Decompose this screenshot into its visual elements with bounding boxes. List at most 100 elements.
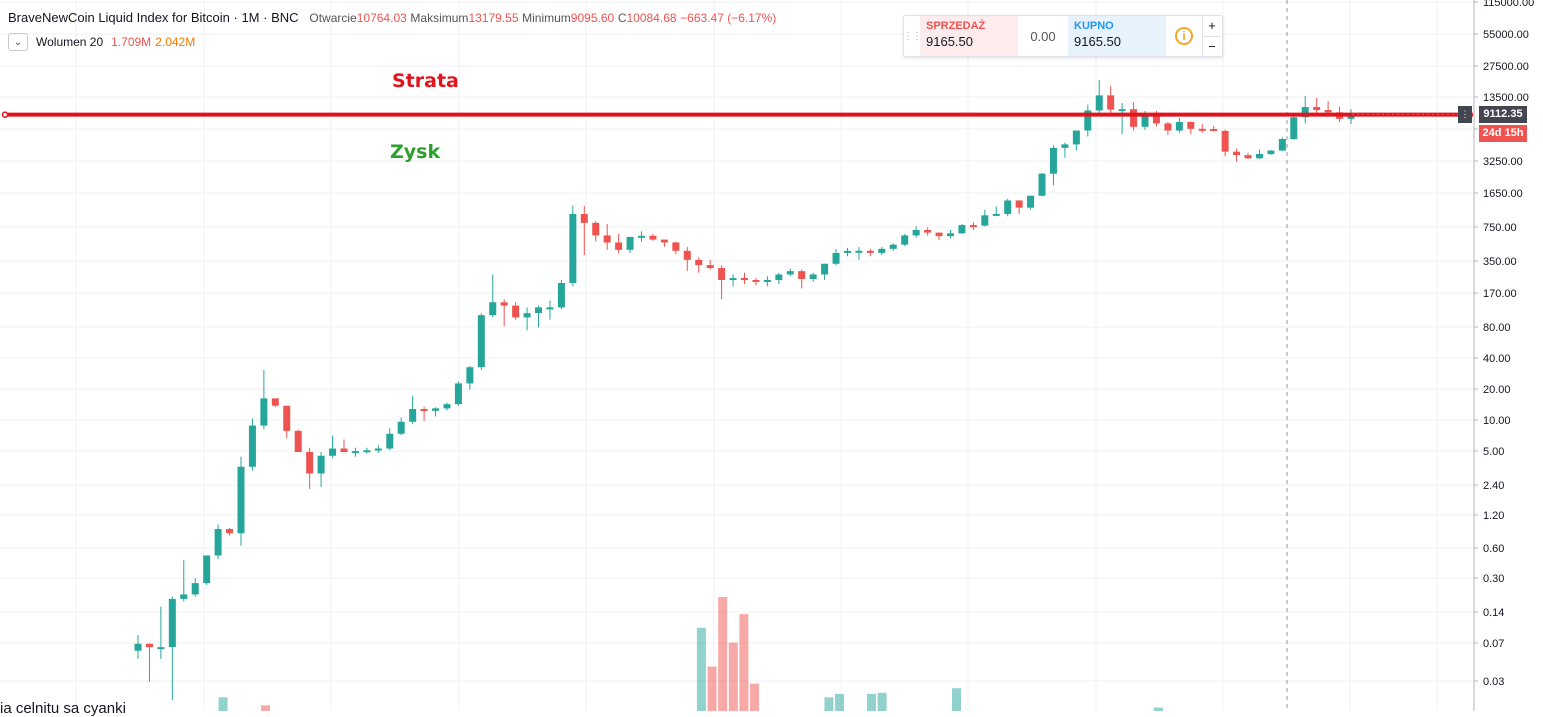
candle-body: [180, 594, 188, 599]
candle-body: [1221, 130, 1229, 152]
candle: [1313, 98, 1321, 115]
candle: [409, 395, 417, 425]
candle: [271, 398, 279, 408]
drag-handle-icon[interactable]: ⋮⋮: [903, 30, 922, 42]
candle: [1244, 152, 1252, 159]
price-axis-label: 1.20: [1483, 510, 1504, 522]
candle: [557, 279, 565, 310]
candle: [1175, 117, 1183, 133]
price-axis-label: 2.40: [1483, 480, 1504, 492]
sell-button[interactable]: SPRZEDAŻ 9165.50: [920, 16, 1018, 56]
candle: [203, 555, 211, 585]
collapse-chevron-icon[interactable]: ⌄: [8, 33, 28, 51]
candle-body: [935, 232, 943, 237]
interval-label[interactable]: 1M: [241, 10, 260, 25]
candle: [1221, 129, 1229, 157]
candle-body: [1267, 150, 1275, 154]
candle: [741, 272, 748, 285]
volume-legend: ⌄ Wolumen 20 1.709M 2.042M: [8, 33, 195, 51]
candle-body: [1049, 147, 1057, 174]
candle: [1049, 145, 1057, 186]
candle-body: [855, 250, 863, 253]
open-label: Otwarcie: [309, 11, 357, 25]
candle: [500, 299, 508, 327]
candle: [569, 205, 577, 287]
volume-bar: [261, 705, 271, 711]
candle: [145, 643, 153, 682]
candle: [901, 233, 909, 246]
candle-body: [351, 451, 359, 454]
candle: [329, 435, 337, 458]
increase-button[interactable]: +: [1208, 18, 1216, 34]
candle-body: [1187, 121, 1195, 129]
candle-body: [603, 235, 611, 243]
candle-body: [1301, 107, 1309, 118]
candle-body: [306, 452, 314, 474]
volume-value-a: 1.709M: [111, 35, 152, 49]
volume-bar: [952, 688, 962, 711]
price-axis-label: 5.00: [1483, 446, 1504, 458]
candle-body: [1004, 200, 1012, 214]
candle: [168, 596, 176, 701]
candle: [1061, 142, 1069, 158]
candle-body: [786, 271, 794, 275]
candle: [775, 272, 783, 285]
candle-body: [1210, 129, 1218, 132]
candle: [592, 221, 600, 242]
candle-body: [454, 383, 462, 405]
candle-body: [409, 409, 417, 422]
bar-countdown-tag: 24d 15h: [1479, 125, 1527, 142]
low-label: Minimum: [522, 11, 571, 25]
candle: [1038, 172, 1046, 197]
candle: [855, 246, 863, 260]
spread-value: 0.00: [1030, 28, 1056, 44]
candle-body: [1130, 109, 1138, 127]
candle: [706, 259, 714, 270]
candle-body: [1072, 130, 1080, 145]
price-line-handle-icon[interactable]: ⋮: [1458, 106, 1472, 123]
price-axis-label: 55000.00: [1483, 29, 1529, 41]
candle-body: [145, 643, 153, 648]
candle-body: [615, 242, 623, 250]
buy-price: 9165.50: [1074, 34, 1121, 49]
decrease-button[interactable]: −: [1203, 35, 1221, 57]
candle-body: [214, 529, 222, 556]
separator: ·: [233, 10, 238, 25]
candle: [180, 560, 188, 602]
candle: [191, 578, 199, 597]
candle-body: [1175, 121, 1183, 131]
volume-bar: [824, 697, 834, 711]
volume-bar: [750, 683, 760, 711]
volume-bar: [218, 697, 228, 711]
info-button[interactable]: i: [1166, 16, 1202, 56]
candle: [683, 246, 691, 272]
close-value: 10084.68: [626, 11, 677, 25]
candle-body: [1324, 110, 1332, 113]
candle-body: [866, 250, 874, 253]
candle-body: [386, 433, 394, 449]
candle: [912, 226, 920, 238]
price-axis-label: 0.03: [1483, 676, 1504, 688]
volume-bar: [739, 614, 749, 711]
candle: [981, 209, 989, 227]
candle: [946, 229, 954, 239]
price-axis-label: 750.00: [1483, 222, 1517, 234]
candle-body: [1347, 114, 1355, 119]
candle: [535, 305, 543, 328]
buy-button[interactable]: KUPNO 9165.50: [1068, 16, 1166, 56]
volume-bar: [718, 597, 728, 711]
candle-body: [1255, 153, 1263, 159]
sell-price: 9165.50: [926, 34, 973, 49]
candle-body: [592, 222, 600, 236]
candle: [1210, 125, 1218, 132]
candle: [958, 223, 966, 234]
candle: [580, 205, 588, 256]
volume-bar: [835, 693, 845, 711]
candle-body: [271, 398, 279, 406]
symbol-title[interactable]: BraveNewCoin Liquid Index for Bitcoin: [8, 10, 230, 25]
volume-indicator-name[interactable]: Wolumen 20: [36, 35, 104, 49]
price-axis-label: 0.07: [1483, 638, 1504, 650]
price-axis-label: 350.00: [1483, 256, 1517, 268]
candle-body: [958, 225, 966, 234]
